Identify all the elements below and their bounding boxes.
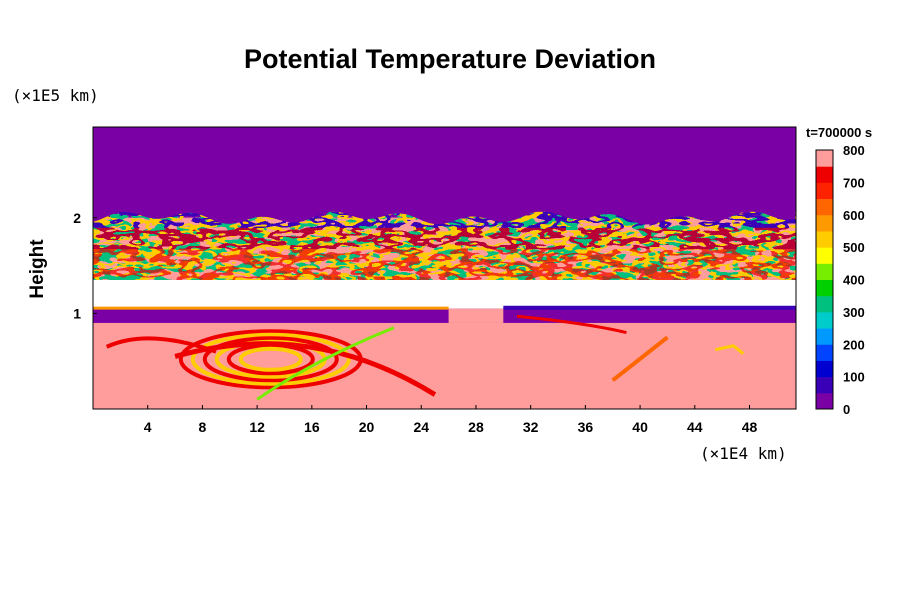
band-right-thin (503, 305, 796, 310)
x-tick-label: 8 (199, 419, 207, 435)
x-tick-label: 44 (687, 419, 703, 435)
colorbar-segment (816, 230, 833, 248)
x-axis-unit: (×1E4 km) (700, 444, 787, 463)
colorbar-segment (816, 214, 833, 232)
swirl-ring (190, 332, 351, 386)
swirl-ring (202, 336, 339, 383)
colorbar-tick-label: 700 (843, 175, 865, 190)
colorbar-tick-label: 500 (843, 240, 865, 255)
colorbar-segment (816, 198, 833, 216)
colorbar-segment (816, 344, 833, 361)
colorbar-tick-label: 800 (843, 143, 865, 158)
y-tick-label: 1 (73, 305, 81, 321)
x-tick-label: 48 (742, 419, 758, 435)
x-tick-label: 12 (249, 419, 265, 435)
time-label: t=700000 s (806, 125, 873, 140)
swirl-green (256, 326, 395, 401)
colorbar-segment (816, 247, 833, 264)
colorbar-tick-label: 300 (843, 305, 865, 320)
colorbar-segment (816, 311, 833, 329)
x-tick-label: 32 (523, 419, 539, 435)
band-edge-orange (93, 306, 449, 310)
x-axis-ticks: 4 8 12 16 20 24 28 32 36 40 44 48 (144, 405, 758, 435)
swirl-ring (238, 346, 303, 372)
x-tick-label: 4 (144, 419, 152, 435)
colorbar-segment (816, 328, 833, 345)
x-tick-label: 20 (359, 419, 375, 435)
colorbar-frame (815, 149, 834, 410)
x-tick-label: 24 (413, 419, 429, 435)
y-axis-unit: (×1E5 km) (12, 86, 99, 105)
right-streak (611, 335, 669, 382)
colorbar-segment (816, 263, 833, 280)
colorbar-segment (816, 182, 833, 200)
plot-area (93, 127, 796, 409)
colorbar-tick-label: 600 (843, 208, 865, 223)
colorbar-segment (816, 150, 833, 167)
colorbar-segment (816, 279, 833, 297)
colorbar-segment (816, 166, 833, 183)
x-tick-label: 16 (304, 419, 320, 435)
colorbar: 0 100 200 300 400 500 600 700 800 (815, 143, 865, 417)
band-gap (448, 308, 504, 323)
colorbar-segment (816, 360, 833, 378)
layer-lower-blue-band (93, 308, 796, 323)
colorbar-segment (816, 392, 833, 410)
plot-frame (92, 126, 797, 410)
chart-title: Potential Temperature Deviation (243, 44, 657, 74)
x-tick-label: 28 (468, 419, 484, 435)
mixed-band-red (93, 227, 796, 280)
colorbar-tick-label: 200 (843, 337, 865, 352)
y-tick-label: 2 (73, 210, 81, 226)
colorbar-segment (816, 376, 833, 394)
colorbar-tick-label: 100 (843, 370, 865, 385)
mid-streak (516, 314, 627, 334)
y-axis-ticks: 12 (73, 210, 97, 321)
x-tick-label: 36 (578, 419, 594, 435)
colorbar-tick-label: 0 (843, 402, 850, 417)
x-tick-label: 40 (632, 419, 648, 435)
upper-edge (93, 197, 796, 225)
colorbar-segment (816, 295, 833, 313)
colorbar-tick-label: 400 (843, 273, 865, 288)
right-spot (714, 344, 745, 355)
layer-lower (93, 322, 796, 409)
left-arc (105, 336, 217, 354)
